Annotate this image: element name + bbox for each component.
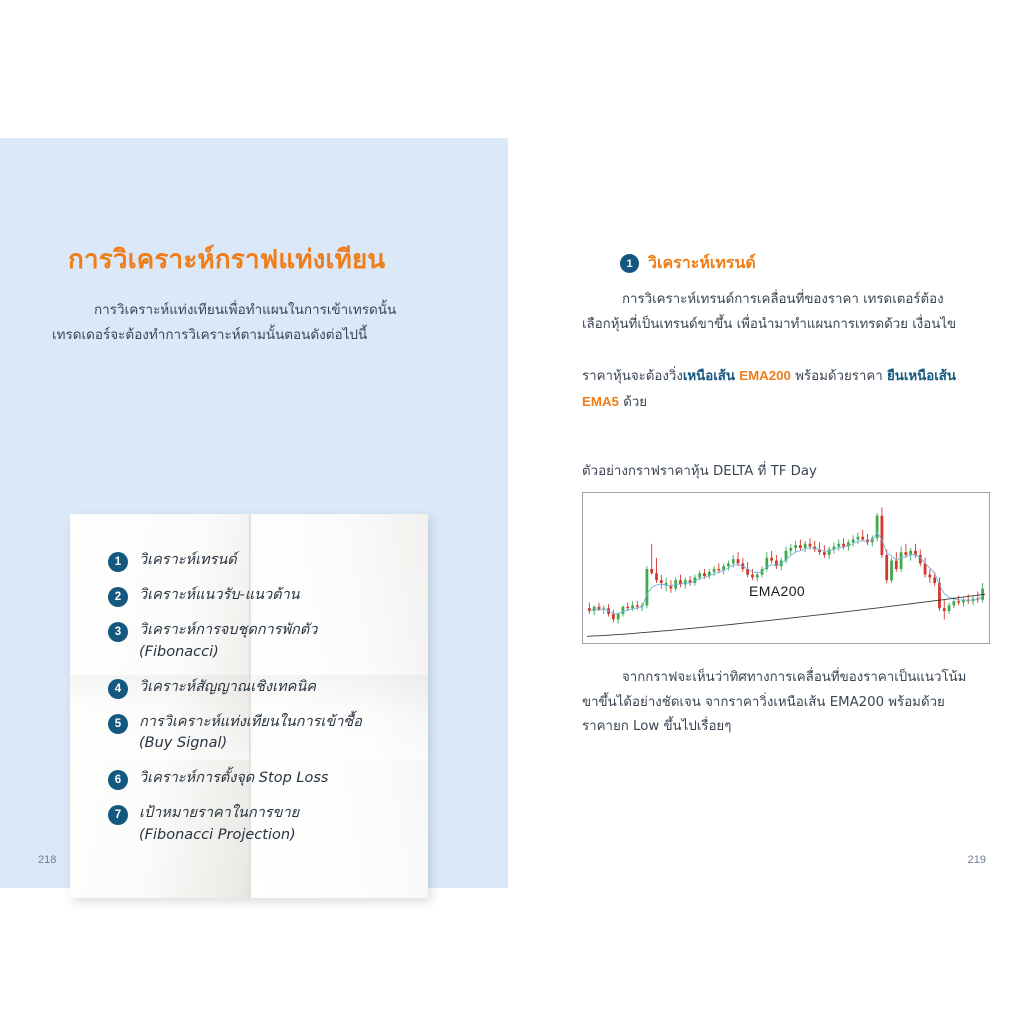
paragraph-3-line-1: จากกราฟจะเห็นว่าทิศทางการเคลื่อนที่ของรา… [622, 670, 967, 685]
figure-caption: ตัวอย่างกราฟราคาหุ้น DELTA ที่ TF Day [582, 464, 817, 479]
step-label-sub: (Buy Signal) [139, 735, 228, 752]
step-label: วิเคราะห์แนวรับ-แนวต้าน [139, 587, 300, 603]
step-number-badge: 5 [108, 713, 128, 734]
list-item: 1 วิเคราะห์เทรนด์ [108, 550, 402, 572]
ema200-chart-annotation: EMA200 [749, 583, 806, 599]
paragraph-1-line-1: การวิเคราะห์เทรนด์การเคลื่อนที่ของราคา เ… [622, 292, 944, 307]
intro-line-1: การวิเคราะห์แท่งเทียนเพื่อทำแผนในการเข้า… [94, 302, 397, 318]
step-number-badge: 7 [108, 805, 128, 825]
step-label-sub: (Fibonacci) [139, 643, 219, 660]
list-item: 2 วิเคราะห์แนวรับ-แนวต้าน [108, 585, 402, 607]
step-label: วิเคราะห์การจบชุดการพักตัว (Fibonacci) [139, 620, 317, 664]
paragraph-1-line-3: เงื่อนไข [912, 316, 957, 332]
paragraph-2-highlight-2: ยืนเหนือเส้น [886, 369, 956, 384]
paragraph-3-line-3: ราคายก Low ขึ้นไปเรื่อยๆ [582, 719, 732, 735]
step-label: วิเคราะห์เทรนด์ [139, 552, 237, 568]
right-page: 1 วิเคราะห์เทรนด์ การวิเคราะห์เทรนด์การเ… [516, 138, 1024, 888]
list-item: 3 วิเคราะห์การจบชุดการพักตัว (Fibonacci) [108, 620, 402, 664]
step-label: เป้าหมายราคาในการขาย (Fibonacci Projectio… [139, 803, 299, 847]
left-page: การวิเคราะห์กราฟแท่งเทียน การวิเคราะห์แท… [0, 138, 508, 898]
step-label-sub: (Fibonacci Projection) [139, 826, 296, 843]
list-item: 4 วิเคราะห์สัญญาณเชิงเทคนิค [108, 677, 402, 699]
step-label: การวิเคราะห์แท่งเทียนในการเข้าซื้อ (Buy S… [139, 712, 362, 756]
list-item: 5 การวิเคราะห์แท่งเทียนในการเข้าซื้อ (Buy … [108, 712, 402, 756]
paragraph-2-seg-2: พร้อมด้วยราคา [795, 369, 883, 384]
paragraph-2: ราคาหุ้นจะต้องวิ่งเหนือเส้น EMA200 พร้อม… [582, 364, 970, 415]
step-number-badge: 4 [108, 678, 128, 699]
paragraph-2-ema200-term: EMA200 [739, 368, 791, 383]
section-heading: 1 วิเคราะห์เทรนด์ [620, 251, 756, 276]
section-number-badge: 1 [620, 254, 639, 273]
paragraph-2-ema5-term: EMA5 [582, 393, 619, 409]
step-number-badge: 3 [108, 622, 128, 642]
page-number-right: 219 [967, 854, 986, 866]
step-number-badge: 1 [108, 552, 128, 572]
list-item: 7 เป้าหมายราคาในการขาย (Fibonacci Projecti… [108, 803, 402, 847]
page-title: การวิเคราะห์กราฟแท่งเทียน [68, 245, 386, 275]
paragraph-3-line-2: ขาขึ้นได้อย่างชัดเจน จากราคาวิ่งเหนือเส้… [582, 694, 945, 710]
left-page-content: การวิเคราะห์กราฟแท่งเทียน การวิเคราะห์แท… [0, 138, 508, 898]
paragraph-3: จากกราฟจะเห็นว่าทิศทางการเคลื่อนที่ของรา… [582, 666, 970, 740]
steps-list: 1 วิเคราะห์เทรนด์ 2 วิเคราะห์แนวรับ-แนวต้าน… [70, 514, 428, 898]
paragraph-2-seg-1: ราคาหุ้นจะต้องวิ่ง [582, 369, 683, 384]
paragraph-1: การวิเคราะห์เทรนด์การเคลื่อนที่ของราคา เ… [582, 288, 970, 337]
paragraph-2-highlight-1: เหนือเส้น [682, 369, 735, 384]
paragraph-2-seg-3: ด้วย [623, 394, 648, 410]
paragraph-1-line-2: เลือกหุ้นที่เป็นเทรนด์ขาขึ้น เพื่อนำมาทำ… [582, 316, 908, 332]
step-label: วิเคราะห์สัญญาณเชิงเทคนิค [139, 678, 316, 695]
candlestick-chart: EMA200 [582, 492, 990, 644]
intro-line-2: เทรดเดอร์จะต้องทำการวิเคราะห์ตามนั้นตอนด… [52, 326, 368, 343]
step-label: วิเคราะห์การตั้งจุด Stop Loss [139, 770, 329, 786]
step-number-badge: 6 [108, 770, 128, 790]
steps-book-card: 1 วิเคราะห์เทรนด์ 2 วิเคราะห์แนวรับ-แนวต้าน… [70, 514, 428, 898]
section-heading-title: วิเคราะห์เทรนด์ [648, 253, 756, 272]
step-number-badge: 2 [108, 587, 128, 607]
intro-paragraph: การวิเคราะห์แท่งเทียนเพื่อทำแผนในการเข้า… [52, 298, 452, 347]
page-number-left: 218 [38, 854, 57, 866]
candlestick-chart-svg [586, 507, 986, 637]
list-item: 6 วิเคราะห์การตั้งจุด Stop Loss [108, 768, 402, 790]
